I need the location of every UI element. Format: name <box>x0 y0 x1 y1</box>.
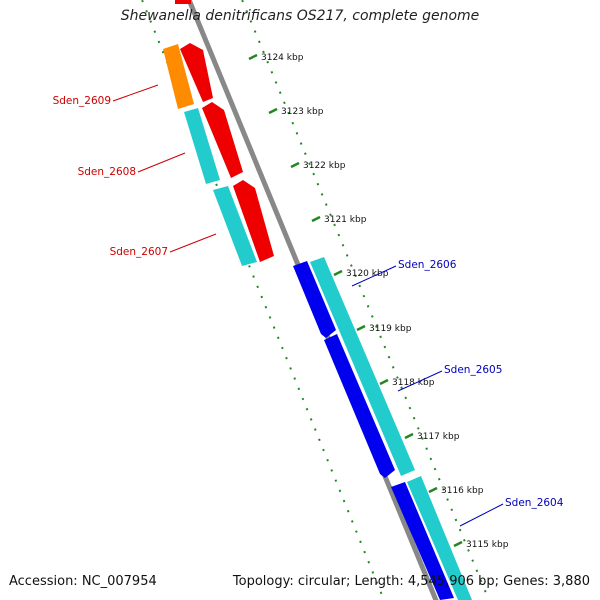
gene-feature <box>213 186 257 266</box>
tick-label: 3120 kbp <box>346 269 389 279</box>
gene-label[interactable]: Sden_2604 <box>505 497 564 509</box>
tick-label: 3124 kbp <box>261 53 304 63</box>
gene-leader-line <box>459 503 504 527</box>
accession-label: Accession: NC_007954 <box>9 574 157 589</box>
gene-leader-line <box>112 84 159 102</box>
gene-label[interactable]: Sden_2605 <box>444 364 502 376</box>
tick-labels: 3124 kbp 3123 kbp 3122 kbp 3121 kbp 3120 kbp… <box>248 53 509 550</box>
gene-leader-line <box>351 265 397 287</box>
tick-mark <box>379 378 389 386</box>
tick-mark <box>248 53 258 61</box>
cds-feature <box>391 482 454 600</box>
gene-leader-line <box>169 233 217 253</box>
tick-label: 3116 kbp <box>441 486 484 496</box>
cds-feature <box>233 180 274 262</box>
tick-mark <box>290 161 300 169</box>
page-title: Shewanella denitrificans OS217, complete… <box>120 8 480 24</box>
tick-mark <box>404 432 414 440</box>
tick-label: 3119 kbp <box>369 324 412 334</box>
cds-feature <box>175 0 191 4</box>
tick-label: 3123 kbp <box>281 107 324 117</box>
tick-mark <box>428 486 438 494</box>
gene-leader-line <box>397 370 443 392</box>
topology-label: Topology: circular; Length: 4,545,906 bp… <box>232 574 590 589</box>
tick-mark <box>453 540 463 548</box>
gene-labels: Sden_2609 Sden_2608 Sden_2607 Sden_2606 Sden… <box>53 84 564 527</box>
cds-feature <box>202 102 243 178</box>
gene-feature <box>310 257 415 476</box>
tick-label: 3122 kbp <box>303 161 346 171</box>
gene-feature <box>184 108 220 184</box>
tick-mark <box>311 215 321 223</box>
gene-feature <box>407 476 472 600</box>
gene-label[interactable]: Sden_2607 <box>110 246 168 258</box>
tick-label: 3115 kbp <box>466 540 509 550</box>
tick-mark <box>268 107 278 115</box>
gene-leader-line <box>137 152 186 173</box>
gene-feature <box>163 44 194 109</box>
tick-label: 3117 kbp <box>417 432 460 442</box>
outer-tick-ring <box>241 0 490 600</box>
gene-label[interactable]: Sden_2608 <box>78 166 136 178</box>
gene-label[interactable]: Sden_2609 <box>53 95 111 107</box>
tick-label: 3121 kbp <box>324 215 367 225</box>
tick-mark <box>356 324 366 332</box>
tick-mark <box>333 269 343 277</box>
gene-label[interactable]: Sden_2606 <box>398 259 457 271</box>
tick-label: 3118 kbp <box>392 378 435 388</box>
cds-feature <box>293 261 336 338</box>
cds-feature <box>180 43 213 102</box>
cds-feature <box>324 334 395 478</box>
